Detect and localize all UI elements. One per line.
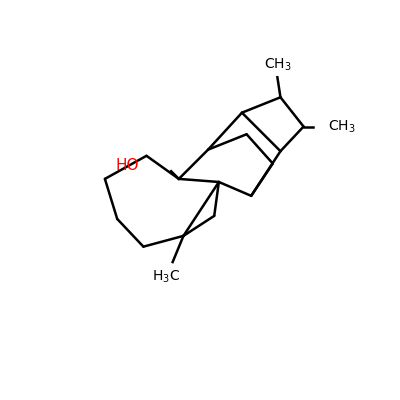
Text: CH$_3$: CH$_3$ <box>328 118 356 135</box>
Text: HO: HO <box>115 158 139 172</box>
Text: H$_3$C: H$_3$C <box>152 268 180 285</box>
Text: CH$_3$: CH$_3$ <box>264 56 291 73</box>
